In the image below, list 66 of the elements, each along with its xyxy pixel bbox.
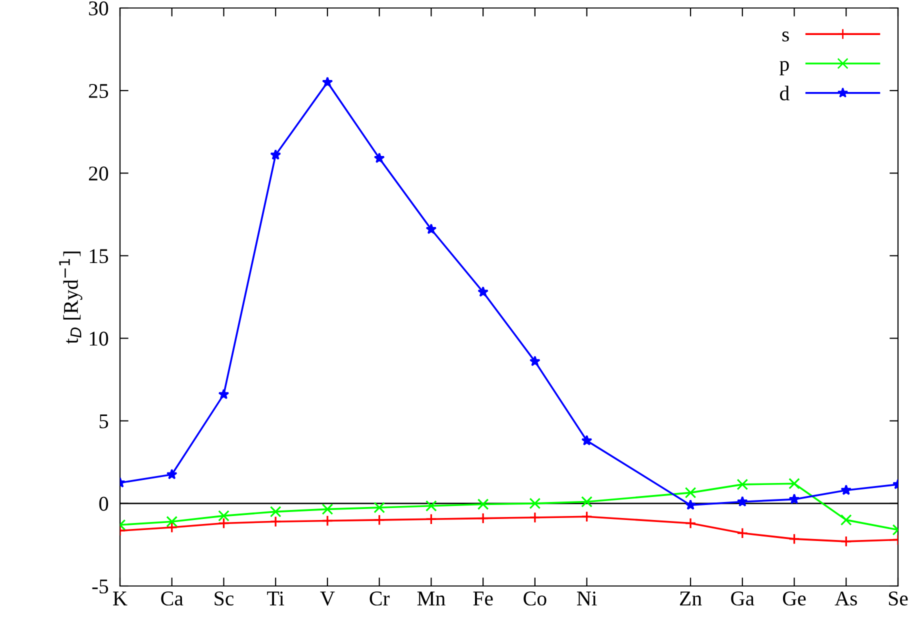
point	[426, 224, 437, 234]
y-tick-label: 15	[90, 249, 108, 264]
point	[426, 500, 437, 512]
x-tick-label: Ge	[782, 592, 806, 606]
point	[581, 434, 592, 446]
y-tick-label: 30	[89, 1, 108, 16]
point	[685, 499, 696, 510]
y-tick-label: 25	[88, 84, 108, 98]
point	[788, 533, 800, 545]
point	[270, 516, 282, 528]
y-tick-label: 0	[99, 496, 108, 511]
legend-label: s	[782, 32, 789, 42]
point	[581, 510, 592, 522]
point	[478, 286, 489, 297]
point	[736, 478, 748, 490]
x-tick-label: Ti	[267, 592, 284, 606]
point	[218, 510, 230, 522]
point	[736, 496, 748, 507]
x-tick-label: Ca	[161, 592, 184, 606]
x-tick-label: Ga	[731, 592, 754, 606]
y-axis-title: t$_{D}$ [Ryd$^{−1}$]	[59, 252, 82, 344]
point	[788, 494, 800, 504]
point	[684, 487, 696, 498]
point	[477, 512, 489, 524]
y-tick-label: 10	[90, 332, 108, 346]
point	[529, 498, 541, 510]
x-tick-label: Sc	[214, 592, 234, 606]
x-tick-label: Cr	[370, 592, 390, 606]
point	[166, 522, 178, 534]
point	[840, 514, 852, 526]
x-tick-label: Co	[524, 592, 546, 606]
x-tick-label: Ni	[576, 592, 597, 606]
point	[322, 515, 334, 526]
x-tick-label: Se	[888, 592, 908, 606]
point	[788, 478, 800, 490]
point	[218, 518, 230, 529]
y-tick-label: 5	[100, 414, 108, 428]
point	[684, 518, 696, 529]
point	[374, 502, 386, 514]
point	[581, 496, 592, 508]
point	[374, 514, 386, 526]
legend-label: d	[780, 86, 790, 100]
point	[374, 152, 385, 164]
x-tick-label: Zn	[680, 592, 702, 606]
legend-label: p	[780, 60, 789, 76]
point	[840, 536, 852, 548]
y-tick-label: -5	[92, 580, 108, 594]
point	[426, 513, 437, 525]
point	[322, 504, 334, 515]
y-tick-label: 20	[88, 166, 108, 181]
x-tick-label: As	[834, 592, 857, 606]
x-tick-label: Mn	[417, 592, 446, 606]
x-tick-label: Fe	[473, 592, 493, 606]
point	[270, 506, 282, 518]
point	[840, 484, 852, 495]
point	[529, 356, 540, 366]
x-tick-label: K	[113, 592, 128, 606]
x-tick-label: V	[320, 592, 335, 606]
point	[736, 527, 748, 539]
point	[529, 512, 541, 524]
point	[218, 388, 230, 400]
point	[270, 149, 282, 160]
point	[477, 498, 489, 510]
point	[322, 76, 333, 88]
point	[166, 516, 178, 528]
point	[166, 468, 178, 480]
